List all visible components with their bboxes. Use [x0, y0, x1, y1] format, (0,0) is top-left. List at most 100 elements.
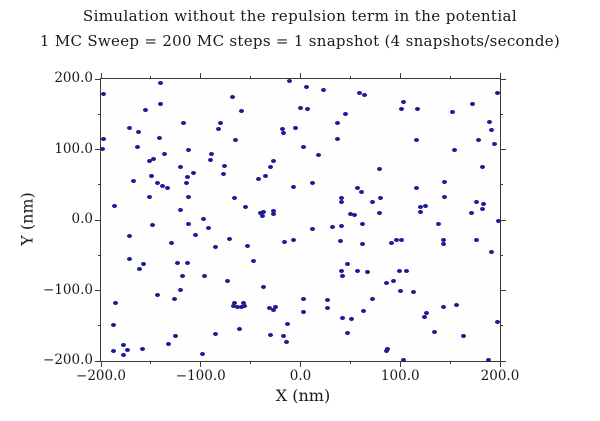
data-point [99, 146, 105, 151]
y-tick-label: 200.0 [54, 70, 93, 87]
data-point [398, 107, 404, 112]
data-point [281, 334, 287, 339]
data-point [351, 213, 357, 218]
data-point [473, 237, 479, 242]
data-point [488, 249, 494, 254]
data-point [113, 301, 119, 306]
data-point [241, 301, 247, 306]
data-point [178, 208, 184, 213]
data-point [287, 79, 293, 84]
data-point [209, 151, 215, 156]
x-tick-mark-bottom [399, 361, 401, 367]
x-axis-label: X (nm) [275, 386, 331, 405]
data-point [383, 349, 389, 354]
data-point [201, 216, 207, 221]
data-point [300, 145, 306, 150]
x-tick-label: 200.0 [480, 368, 520, 384]
data-point [413, 137, 419, 142]
data-point [230, 95, 236, 100]
x-tick-mark-top [349, 76, 351, 79]
data-point [231, 304, 237, 308]
data-point [364, 270, 370, 275]
data-point [101, 91, 107, 96]
data-point [273, 304, 279, 309]
data-point [239, 304, 245, 309]
data-point [494, 91, 500, 96]
data-point [282, 239, 288, 244]
data-point [121, 353, 127, 358]
data-point [440, 304, 446, 309]
data-point [232, 301, 238, 306]
x-tick-mark-top [300, 73, 301, 79]
data-point [377, 196, 383, 201]
y-tick-mark-right [500, 254, 503, 256]
data-point [453, 302, 459, 307]
y-tick-mark-left [95, 149, 101, 150]
y-tick-label: −200.0 [43, 352, 93, 369]
data-point [435, 222, 441, 227]
y-tick-mark-right [500, 184, 503, 186]
data-point [261, 284, 267, 289]
data-point [172, 296, 178, 301]
data-point [320, 87, 326, 92]
data-point [369, 296, 375, 301]
data-point [155, 292, 161, 297]
data-point [271, 307, 277, 312]
y-tick-mark-right [500, 290, 506, 291]
data-point [186, 221, 192, 226]
data-point [393, 238, 399, 243]
data-point [475, 137, 481, 142]
x-tick-label: 100.0 [380, 368, 420, 384]
data-point [149, 174, 155, 179]
data-point [193, 232, 199, 237]
data-point [347, 211, 353, 216]
data-point [324, 297, 330, 302]
data-point [473, 199, 479, 204]
y-tick-mark-right [500, 360, 506, 362]
data-point [300, 310, 306, 315]
data-point [268, 165, 274, 170]
data-point [140, 347, 146, 351]
data-point [136, 129, 142, 134]
data-point [422, 203, 428, 208]
data-point [348, 316, 354, 321]
x-tick-mark-bottom [449, 361, 451, 364]
data-point [166, 342, 172, 347]
data-point [263, 173, 269, 178]
data-point [423, 311, 429, 316]
x-tick-mark-top [399, 73, 401, 79]
data-point [206, 226, 212, 231]
data-point [158, 81, 164, 86]
data-point [127, 125, 133, 130]
data-point [338, 196, 344, 201]
data-point [111, 349, 117, 354]
data-point [480, 201, 486, 206]
y-axis-label: Y (nm) [17, 192, 37, 246]
data-point [342, 112, 348, 117]
data-point [281, 130, 287, 135]
x-tick-mark-top [150, 76, 152, 79]
y-tick-mark-right [500, 325, 503, 327]
data-point [147, 159, 153, 164]
data-point [222, 163, 228, 168]
data-point [157, 135, 163, 140]
data-point [180, 274, 186, 279]
data-point [291, 184, 297, 189]
data-point [135, 144, 141, 149]
data-point [479, 165, 485, 170]
data-point [127, 233, 133, 238]
x-tick-label: 0.0 [289, 368, 312, 384]
data-point [360, 308, 366, 313]
data-point [486, 120, 492, 124]
y-tick-mark-right [500, 78, 506, 80]
data-point [186, 147, 192, 152]
data-point [162, 151, 168, 156]
data-point [293, 125, 298, 130]
data-point [485, 358, 491, 363]
data-point [143, 108, 149, 113]
data-point [298, 105, 303, 110]
data-point [356, 91, 362, 96]
data-point [155, 181, 161, 186]
data-point [384, 347, 390, 351]
